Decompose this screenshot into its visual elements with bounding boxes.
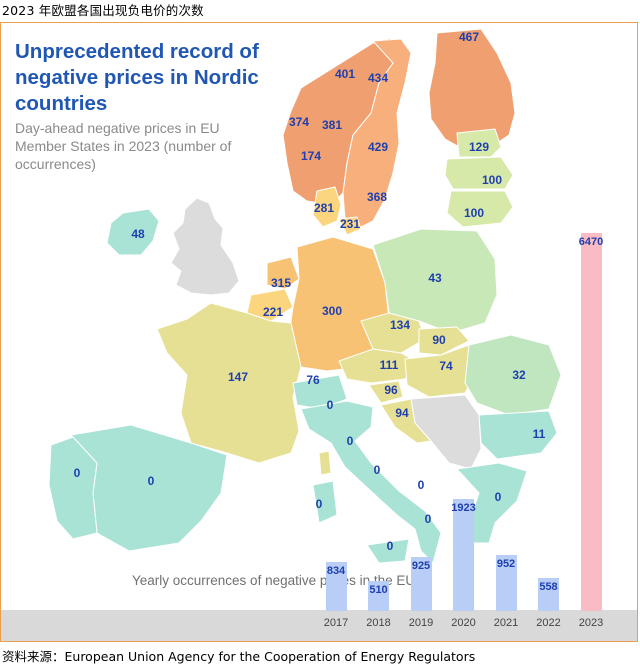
poland-region <box>372 228 498 334</box>
sweden-region <box>342 38 412 230</box>
value-denmark-east: 231 <box>339 217 361 231</box>
slovakia-region <box>418 326 470 356</box>
value-ireland: 48 <box>131 227 145 241</box>
value-poland: 43 <box>428 271 442 285</box>
bar-2019 <box>410 556 432 611</box>
value-sicily: 0 <box>386 539 394 553</box>
value-czechia: 134 <box>389 318 411 332</box>
value-germany: 300 <box>321 304 343 318</box>
bar-year-2023: 2023 <box>578 617 604 629</box>
value-italy-central: 0 <box>373 463 381 477</box>
value-slovakia: 90 <box>432 333 446 347</box>
value-italy-north: 0 <box>326 398 334 412</box>
value-lithuania: 100 <box>463 206 485 220</box>
value-sweden-se4: 368 <box>366 190 388 204</box>
denmark-region <box>312 186 342 228</box>
bar-value-2021: 952 <box>496 558 516 571</box>
caption-source: 资料来源：European Union Agency for the Coope… <box>2 649 476 664</box>
portugal-region <box>48 436 98 540</box>
latvia-region <box>444 156 514 190</box>
value-spain: 0 <box>147 474 155 488</box>
value-italy-central-north: 0 <box>346 434 354 448</box>
belgium-region <box>246 288 294 322</box>
value-italy-south: 0 <box>417 478 425 492</box>
bar-2018 <box>368 581 389 611</box>
value-norway-central: 381 <box>321 118 343 132</box>
bar-axis-band <box>1 610 637 641</box>
bar-value-2020: 1923 <box>451 501 476 514</box>
bar-year-2018: 2018 <box>366 617 391 629</box>
value-norway-south: 174 <box>300 149 322 163</box>
bar-value-2023: 6470 <box>578 236 604 248</box>
value-sardinia: 0 <box>315 497 323 511</box>
value-bulgaria: 11 <box>532 427 546 441</box>
value-norway-north: 401 <box>334 67 356 81</box>
europe-map <box>48 28 562 564</box>
bar-2022 <box>538 578 559 611</box>
bar-year-2021: 2021 <box>493 617 519 629</box>
value-italy-calabria: 0 <box>424 512 432 526</box>
ireland-region <box>106 208 160 256</box>
map-title: Unprecedented record of negative prices … <box>15 40 259 115</box>
value-switzerland: 76 <box>306 373 320 387</box>
bar-year-2017: 2017 <box>323 617 349 629</box>
bar-2023 <box>580 233 602 611</box>
bar-value-2019: 925 <box>411 559 431 572</box>
bar-value-2018: 510 <box>369 584 388 597</box>
sicily-region <box>366 538 410 564</box>
value-netherlands: 315 <box>270 276 292 290</box>
netherlands-region <box>266 256 300 290</box>
figure-frame: Unprecedented record of negative prices … <box>0 22 638 642</box>
bar-2021 <box>495 555 517 611</box>
value-croatia: 94 <box>395 406 409 420</box>
lithuania-region <box>446 190 514 228</box>
sardinia-region <box>312 480 338 524</box>
romania-region <box>464 334 562 416</box>
value-latvia: 100 <box>481 173 503 187</box>
bar-2017 <box>325 562 347 611</box>
italy-region <box>300 400 442 564</box>
value-romania: 32 <box>512 368 526 382</box>
uk-region <box>170 197 240 296</box>
bar-year-2019: 2019 <box>408 617 434 629</box>
greece-region <box>455 462 528 544</box>
value-portugal: 0 <box>73 466 81 480</box>
bar-2020 <box>453 498 474 611</box>
value-estonia: 129 <box>468 140 490 154</box>
value-finland: 467 <box>458 30 480 44</box>
value-sweden-north: 434 <box>367 71 389 85</box>
value-slovenia: 96 <box>384 383 398 397</box>
bar-value-2017: 834 <box>326 565 346 578</box>
value-france: 147 <box>227 370 249 384</box>
value-norway-west: 374 <box>288 115 310 129</box>
map-subtitle: Day-ahead negative prices in EU Member S… <box>15 120 232 172</box>
bar-value-2022: 558 <box>539 581 558 594</box>
slovenia-region <box>368 380 404 404</box>
denmark-east-region <box>338 216 362 236</box>
value-greece: 0 <box>494 490 502 504</box>
france-region <box>156 302 302 464</box>
bar-year-2020: 2020 <box>451 617 476 629</box>
bar-year-2022: 2022 <box>536 617 561 629</box>
value-austria: 111 <box>379 358 399 372</box>
value-hungary: 74 <box>439 359 453 373</box>
value-sweden-south: 429 <box>367 140 389 154</box>
estonia-region <box>456 128 502 158</box>
value-denmark-west: 281 <box>313 201 335 215</box>
caption-title: 2023 年欧盟各国出现负电价的次数 <box>2 3 204 18</box>
value-belgium: 221 <box>262 305 284 319</box>
corsica-region <box>318 450 332 476</box>
croatia-region <box>380 398 432 444</box>
